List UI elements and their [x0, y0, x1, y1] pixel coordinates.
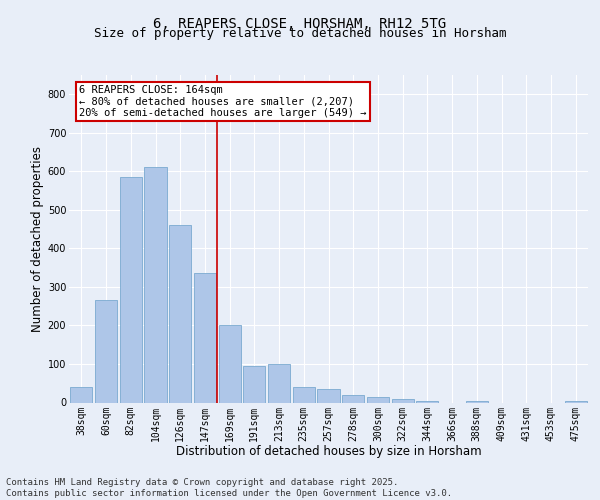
Bar [70, 387, 92, 402]
Bar [169, 226, 191, 402]
Bar [416, 400, 439, 402]
Bar [342, 395, 364, 402]
Bar [466, 400, 488, 402]
Bar [565, 400, 587, 402]
Bar [392, 400, 414, 402]
Bar [293, 387, 315, 402]
Bar [145, 168, 167, 402]
Bar [119, 177, 142, 402]
Bar [317, 389, 340, 402]
Text: 6 REAPERS CLOSE: 164sqm
← 80% of detached houses are smaller (2,207)
20% of semi: 6 REAPERS CLOSE: 164sqm ← 80% of detache… [79, 85, 367, 118]
Bar [95, 300, 117, 402]
Bar [194, 274, 216, 402]
Bar [218, 326, 241, 402]
Bar [243, 366, 265, 403]
X-axis label: Distribution of detached houses by size in Horsham: Distribution of detached houses by size … [176, 444, 481, 458]
Text: Size of property relative to detached houses in Horsham: Size of property relative to detached ho… [94, 28, 506, 40]
Text: Contains HM Land Registry data © Crown copyright and database right 2025.
Contai: Contains HM Land Registry data © Crown c… [6, 478, 452, 498]
Text: 6, REAPERS CLOSE, HORSHAM, RH12 5TG: 6, REAPERS CLOSE, HORSHAM, RH12 5TG [154, 18, 446, 32]
Bar [268, 364, 290, 403]
Bar [367, 396, 389, 402]
Y-axis label: Number of detached properties: Number of detached properties [31, 146, 44, 332]
